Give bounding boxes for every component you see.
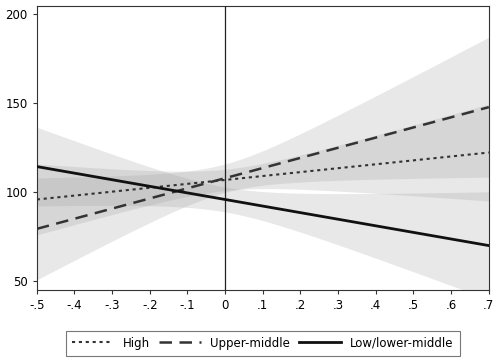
Legend: High, Upper-middle, Low/lower-middle: High, Upper-middle, Low/lower-middle	[66, 331, 460, 355]
